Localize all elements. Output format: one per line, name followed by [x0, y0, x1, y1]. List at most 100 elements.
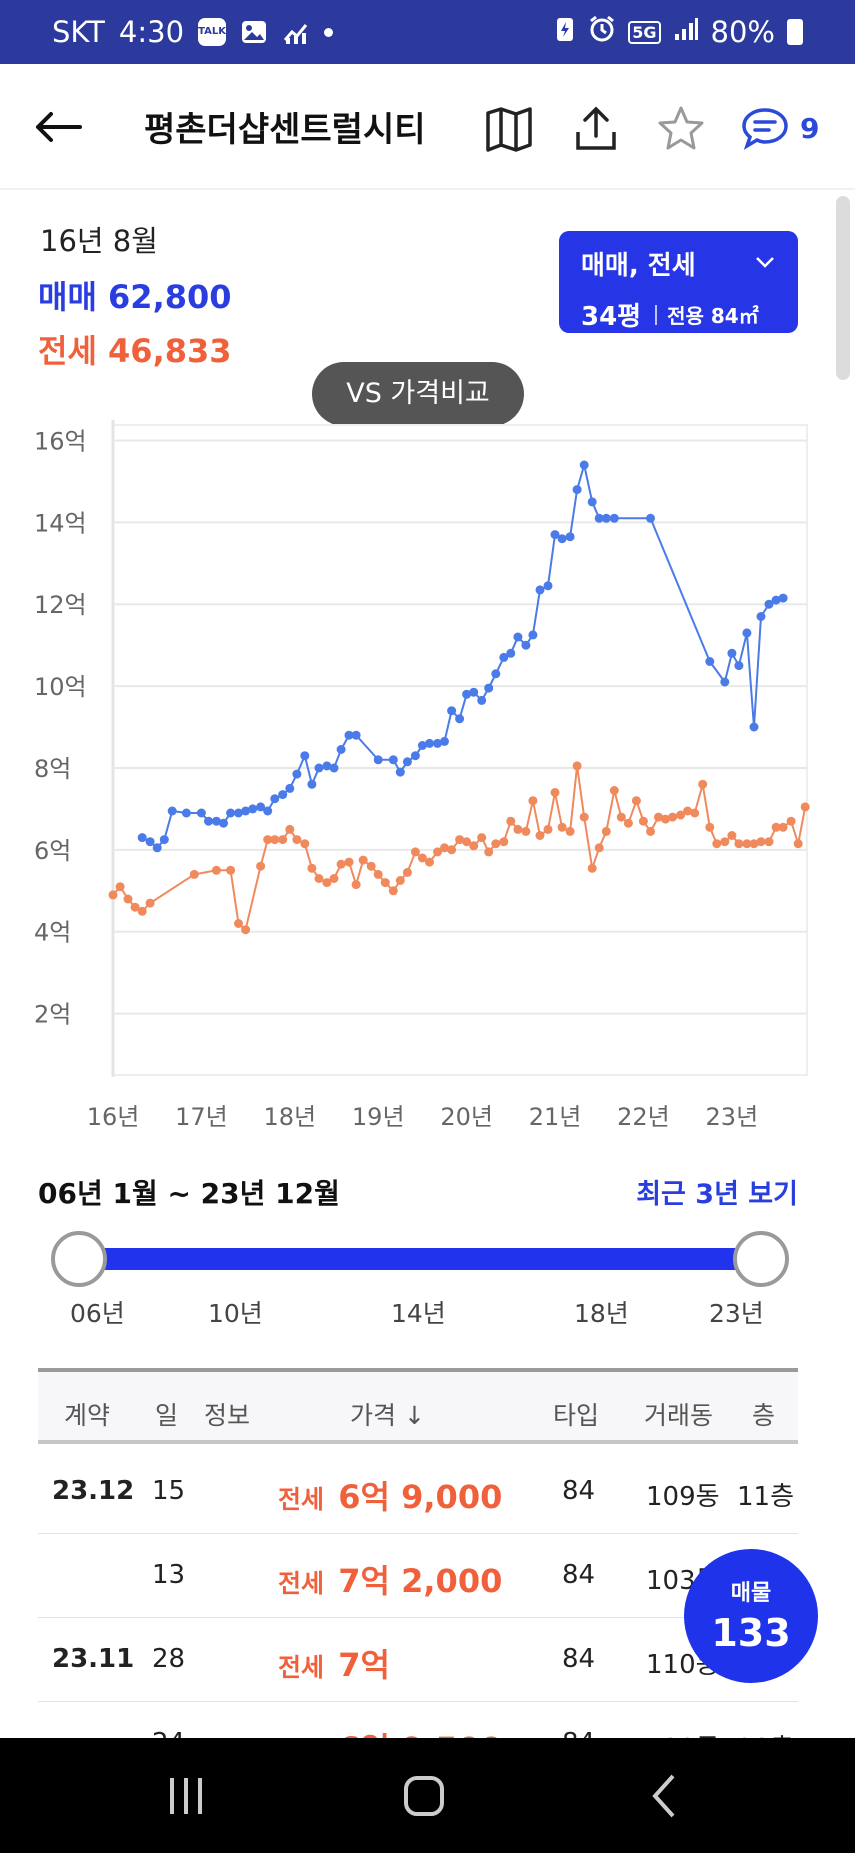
- sale-price-point: [749, 722, 759, 732]
- comments-button[interactable]: [740, 104, 790, 154]
- date-range-track[interactable]: [79, 1248, 761, 1270]
- jeonse-price-point: [734, 839, 744, 849]
- jeonse-price-point: [145, 898, 155, 908]
- sale-price-point: [572, 485, 582, 495]
- share-button[interactable]: [571, 104, 621, 154]
- sale-price-point: [594, 513, 604, 523]
- sale-price-point: [521, 640, 531, 650]
- table-row[interactable]: 23.12 15 전세 6억 9,000 84 109동 11층: [38, 1450, 798, 1534]
- sale-price-point: [742, 628, 752, 638]
- jeonse-price-point: [307, 863, 317, 873]
- system-back-button[interactable]: [635, 1766, 695, 1826]
- sale-price-point: [278, 790, 288, 800]
- network-5g-icon: 5G: [628, 20, 661, 44]
- header-info[interactable]: 정보: [204, 1401, 251, 1430]
- selected-period: 16년 8월: [40, 224, 158, 258]
- map-icon: [486, 107, 532, 152]
- header-floor[interactable]: 층: [752, 1401, 776, 1430]
- sale-price-point: [477, 695, 487, 705]
- sale-price-point: [535, 585, 545, 595]
- sale-price-point: [145, 837, 155, 847]
- jeonse-price-point: [395, 876, 405, 885]
- recent-apps-icon: [170, 1778, 202, 1814]
- table-row[interactable]: 23.11 28 전세 7억 84 110동: [38, 1618, 798, 1702]
- jeonse-price-point: [712, 839, 722, 849]
- cell-day: 15: [152, 1476, 186, 1506]
- jeonse-price-point: [417, 853, 427, 863]
- header-contract[interactable]: 계약: [64, 1401, 111, 1430]
- jeonse-price-point: [380, 878, 390, 888]
- y-tick-label: 8억: [34, 755, 71, 783]
- sale-price-point: [204, 816, 213, 826]
- system-navigation-bar: [0, 1738, 855, 1853]
- jeonse-price-point: [433, 847, 442, 857]
- sale-price-point: [727, 648, 737, 658]
- gallery-icon: [240, 18, 268, 46]
- sale-price-point: [211, 816, 221, 826]
- carrier-label: SKT: [52, 15, 105, 49]
- home-button[interactable]: [394, 1766, 454, 1826]
- jeonse-price-point: [742, 839, 752, 849]
- jeonse-price-point: [278, 835, 288, 845]
- sale-price-point: [344, 730, 354, 740]
- kakaotalk-icon: TALK: [198, 18, 227, 46]
- header-dong[interactable]: 거래동: [644, 1401, 714, 1430]
- jeonse-price-point: [226, 865, 236, 875]
- header-day[interactable]: 일: [155, 1401, 179, 1430]
- x-tick-label: 16년: [87, 1103, 140, 1131]
- signal-icon: [673, 15, 699, 49]
- map-button[interactable]: [484, 104, 534, 154]
- jeonse-price-point: [358, 855, 368, 865]
- cell-price: 전세 7억: [278, 1640, 390, 1686]
- sale-price-point: [455, 714, 465, 724]
- cell-type: 84: [562, 1644, 596, 1674]
- recent-apps-button[interactable]: [156, 1766, 216, 1826]
- vs-compare-button[interactable]: VS 가격비교: [312, 362, 524, 426]
- jeonse-price-point: [366, 861, 376, 871]
- header-price-sort[interactable]: 가격 ↓: [350, 1401, 425, 1430]
- jeonse-price-point: [623, 818, 633, 828]
- sale-price-point: [462, 689, 472, 699]
- trade-type-selector[interactable]: 매매, 전세 34평 전용 84㎡: [559, 231, 798, 333]
- sale-price-point: [609, 513, 619, 523]
- sale-price-point: [778, 593, 788, 603]
- cell-price: 전세 7억 2,000: [278, 1556, 502, 1602]
- cell-price: 전세 6억 9,000: [278, 1472, 502, 1518]
- recent-3-years-link[interactable]: 최근 3년 보기: [636, 1179, 798, 1210]
- sale-price-point: [646, 513, 655, 523]
- range-start-handle[interactable]: [51, 1231, 107, 1287]
- chevron-down-icon: [756, 257, 774, 268]
- sale-price-point: [226, 808, 236, 818]
- back-button[interactable]: [34, 102, 84, 152]
- sale-price-point: [336, 745, 346, 754]
- favorite-button[interactable]: [656, 104, 706, 154]
- jeonse-price-point: [270, 835, 280, 845]
- jeonse-price-point: [234, 919, 243, 928]
- jeonse-price-point: [189, 869, 199, 879]
- header-type[interactable]: 타입: [553, 1401, 600, 1430]
- cell-type: 84: [562, 1560, 596, 1590]
- jeonse-label: 전세: [38, 332, 97, 370]
- sale-value: 62,800: [108, 278, 232, 316]
- scrollbar[interactable]: [836, 196, 850, 380]
- range-tick-label: 18년: [574, 1299, 629, 1328]
- sale-price-point: [219, 818, 228, 828]
- sale-price-point: [484, 683, 494, 693]
- jeonse-price-point: [771, 822, 781, 832]
- jeonse-price-point: [477, 833, 487, 843]
- listings-fab-button[interactable]: 매물 133: [684, 1549, 818, 1683]
- jeonse-price-point: [565, 826, 575, 836]
- listings-count: 133: [711, 1611, 791, 1655]
- y-tick-label: 2억: [34, 1001, 71, 1029]
- range-end-handle[interactable]: [733, 1231, 789, 1287]
- jeonse-price-point: [550, 788, 560, 797]
- sale-price-point: [499, 652, 509, 662]
- sale-price-point: [764, 599, 774, 609]
- jeonse-price-point: [521, 826, 531, 836]
- jeonse-price-point: [661, 814, 670, 824]
- sale-price-point: [167, 806, 177, 816]
- jeonse-price-point: [322, 878, 332, 888]
- sale-price-point: [351, 730, 361, 740]
- jeonse-price-point: [528, 796, 538, 806]
- cell-floor: 11층: [737, 1482, 795, 1512]
